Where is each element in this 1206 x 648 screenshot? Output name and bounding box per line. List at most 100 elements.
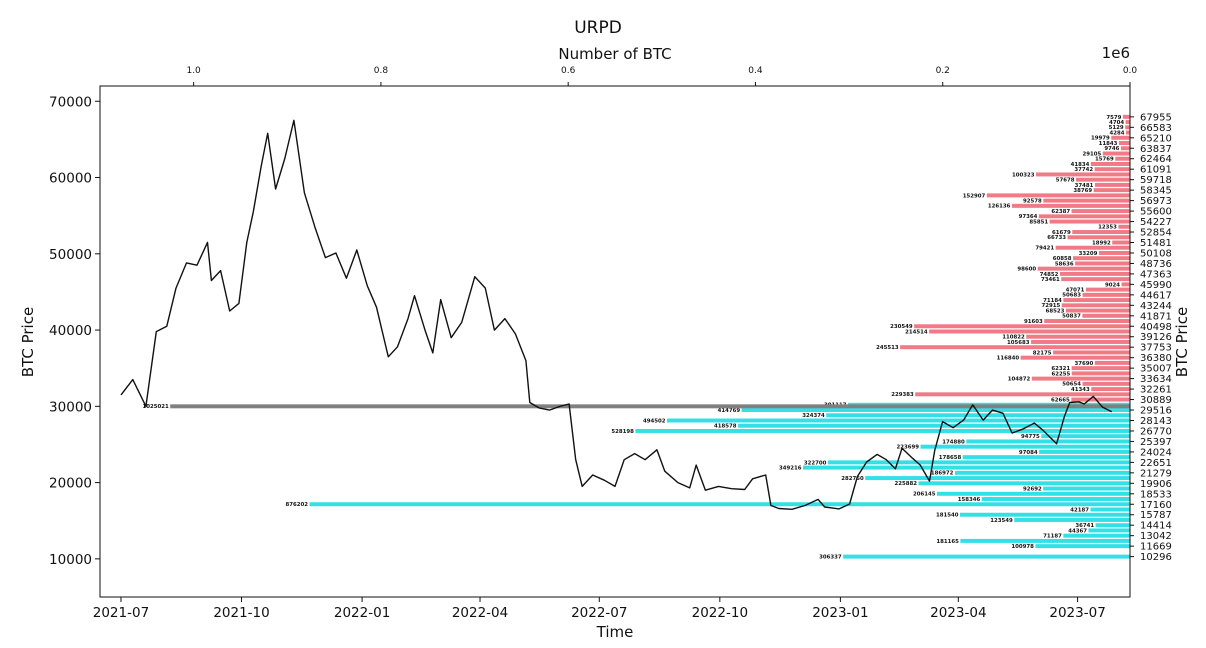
right-tick-label: 26770 xyxy=(1140,426,1172,437)
bar-value-label: 322700 xyxy=(804,460,827,466)
bar-value-label: 92578 xyxy=(1023,199,1042,205)
x-tick-label: 2022-04 xyxy=(452,605,508,621)
distribution-bar xyxy=(1043,198,1130,203)
right-tick-label: 47363 xyxy=(1140,269,1172,280)
distribution-bar xyxy=(920,444,1130,449)
distribution-bar xyxy=(1085,287,1130,292)
x-tick-label: 2022-01 xyxy=(334,605,390,621)
distribution-bar xyxy=(1071,397,1130,402)
x-tick-label: 2023-04 xyxy=(930,605,986,621)
right-tick-label: 15787 xyxy=(1140,510,1172,521)
bar-value-label: 47071 xyxy=(1066,288,1085,294)
top-tick-label: 0.6 xyxy=(561,66,576,76)
right-tick-label: 25397 xyxy=(1140,437,1172,448)
distribution-bar xyxy=(914,324,1130,329)
right-tick-label: 59718 xyxy=(1140,175,1172,186)
bar-value-label: 61679 xyxy=(1052,230,1071,236)
bar-value-label: 71184 xyxy=(1043,298,1062,304)
distribution-bar xyxy=(929,329,1130,334)
bar-value-label: 4284 xyxy=(1109,130,1124,136)
right-tick-label: 36380 xyxy=(1140,353,1172,364)
distribution-bar xyxy=(1095,523,1130,528)
bar-value-label: 4704 xyxy=(1109,120,1124,126)
distribution-bar xyxy=(915,392,1130,397)
distribution-bar xyxy=(1112,240,1130,245)
distribution-bar xyxy=(1043,486,1130,491)
distribution-bar xyxy=(1049,219,1130,224)
right-tick-label: 58345 xyxy=(1140,186,1172,197)
x-tick-label: 2021-07 xyxy=(93,605,149,621)
distribution-bar xyxy=(843,554,1130,559)
right-tick-label: 28143 xyxy=(1140,416,1172,427)
distribution-bar xyxy=(1122,114,1130,119)
price-series xyxy=(120,119,1113,510)
distribution-bar xyxy=(1065,308,1130,313)
distribution-bar xyxy=(1036,172,1130,177)
distribution-bar xyxy=(1111,135,1130,140)
bar-value-label: 19979 xyxy=(1091,136,1110,142)
bar-value-label: 50837 xyxy=(1062,314,1081,320)
distribution-bar xyxy=(1071,209,1130,214)
bar-value-label: 15769 xyxy=(1095,157,1114,163)
bar-value-label: 42187 xyxy=(1070,507,1089,513)
distribution-bar xyxy=(1120,146,1130,151)
distribution-bar xyxy=(1053,350,1130,355)
bar-value-label: 152907 xyxy=(963,193,986,199)
right-tick-label: 66583 xyxy=(1140,123,1172,134)
distribution-bar xyxy=(1072,230,1130,235)
right-tick-label: 50108 xyxy=(1140,248,1172,259)
bar-value-label: 62665 xyxy=(1051,397,1070,403)
bar-value-label: 324374 xyxy=(802,413,825,419)
bar-value-label: 57678 xyxy=(1056,178,1075,184)
right-tick-label: 55600 xyxy=(1140,207,1172,218)
bar-value-label: 414769 xyxy=(718,408,741,414)
bar-value-label: 105683 xyxy=(1007,340,1030,346)
bar-value-label: 5129 xyxy=(1109,125,1124,131)
distribution-bar xyxy=(1061,303,1130,308)
bar-value-label: 92692 xyxy=(1023,486,1042,492)
bar-value-label: 7579 xyxy=(1106,115,1121,121)
bar-value-label: 18992 xyxy=(1092,240,1111,246)
distribution-bar xyxy=(1031,339,1130,344)
right-tick-label: 39126 xyxy=(1140,332,1172,343)
bar-value-label: 44367 xyxy=(1068,528,1087,534)
distribution-bar xyxy=(1115,156,1130,161)
bar-value-label: 38769 xyxy=(1073,188,1092,194)
distribution-bar xyxy=(827,460,1130,465)
bar-value-label: 62321 xyxy=(1051,366,1070,372)
distribution-bar xyxy=(1011,203,1130,208)
bar-value-label: 85851 xyxy=(1029,219,1048,225)
distribution-bar xyxy=(1090,161,1130,166)
bar-value-label: 41343 xyxy=(1071,387,1090,393)
bar-value-label: 73461 xyxy=(1041,277,1060,283)
distribution-bar xyxy=(1094,182,1130,187)
bar-value-label: 178658 xyxy=(939,455,962,461)
distribution-bar xyxy=(1014,517,1130,522)
bar-value-label: 116840 xyxy=(997,356,1020,362)
bar-value-label: 37690 xyxy=(1074,361,1093,367)
bar-value-label: 245513 xyxy=(876,345,899,351)
bar-value-label: 104872 xyxy=(1008,377,1031,383)
bar-value-label: 186972 xyxy=(931,471,954,477)
bar-value-label: 97084 xyxy=(1019,450,1038,456)
distribution-bar xyxy=(635,428,1130,433)
bar-value-label: 97364 xyxy=(1019,214,1038,220)
bar-value-label: 74852 xyxy=(1040,272,1059,278)
distribution-bar xyxy=(1063,298,1130,303)
bar-value-label: 126136 xyxy=(988,204,1011,210)
bar-value-label: 60858 xyxy=(1053,256,1072,262)
distribution-bar xyxy=(1094,167,1130,172)
bar-value-label: 225882 xyxy=(894,481,917,487)
chart-title: URPD xyxy=(574,18,622,38)
distribution-bar xyxy=(1075,177,1130,182)
right-tick-label: 18533 xyxy=(1140,489,1172,500)
distribution-bar xyxy=(1082,313,1130,318)
y-tick-label: 70000 xyxy=(49,94,92,110)
bar-value-label: 37742 xyxy=(1074,167,1093,173)
bar-value-label: 50654 xyxy=(1062,382,1081,388)
bar-value-label: 229383 xyxy=(891,392,914,398)
distribution-bar xyxy=(1088,528,1130,533)
right-tick-label: 51481 xyxy=(1140,238,1172,249)
distribution-bar xyxy=(1093,188,1130,193)
